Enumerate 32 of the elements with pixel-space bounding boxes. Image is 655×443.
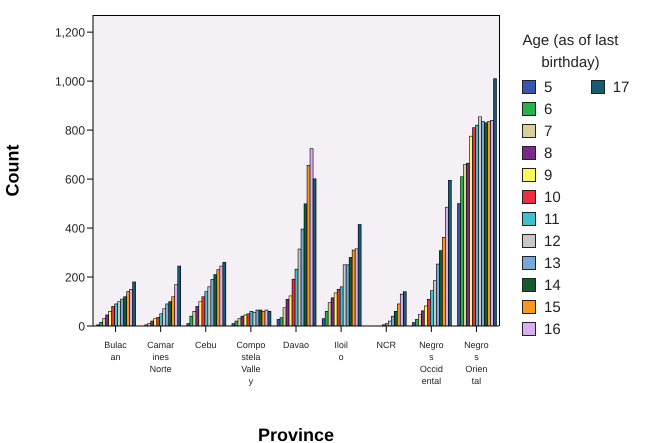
y-tick-label: 800 (64, 123, 86, 138)
y-tick-label: 1,000 (54, 74, 86, 88)
legend-label: 13 (544, 254, 561, 272)
x-tick-label: Compostela Valley (236, 340, 266, 386)
legend-label: 8 (544, 144, 552, 162)
legend-label: 7 (544, 122, 552, 140)
legend-label: 16 (544, 320, 561, 338)
y-axis-title: Count (2, 144, 22, 196)
legend-label: 10 (544, 188, 561, 206)
x-tick-label: Camarines Norte (147, 340, 174, 374)
x-axis-title: Province (258, 425, 334, 443)
legend-label: 17 (612, 78, 630, 96)
y-tick-label: 1,200 (54, 25, 86, 40)
legend-label: 9 (544, 166, 552, 184)
legend-label: 15 (544, 298, 561, 316)
legend-label: 5 (544, 78, 552, 96)
legend-label: 14 (544, 276, 561, 294)
y-tick-label: 0 (78, 319, 86, 334)
x-tick-label: Davao (282, 340, 310, 350)
y-tick-label: 400 (64, 221, 86, 236)
legend-label: 12 (544, 232, 561, 250)
legend-label: 11 (544, 210, 560, 228)
y-tick-label: 600 (64, 172, 86, 186)
x-tick-label: Bulacan (104, 340, 128, 362)
x-tick-label: Negros Oriental (464, 340, 489, 386)
y-tick-label: 200 (64, 270, 86, 284)
legend-label: 6 (544, 100, 552, 118)
x-tick-label: Iloilo (334, 340, 348, 362)
x-tick-label: Cebu (195, 340, 217, 350)
legend-title: Age (as of last birthday) (522, 31, 620, 73)
x-tick-label: NCR (376, 340, 396, 350)
x-tick-label: Negros Occidental (419, 340, 444, 386)
